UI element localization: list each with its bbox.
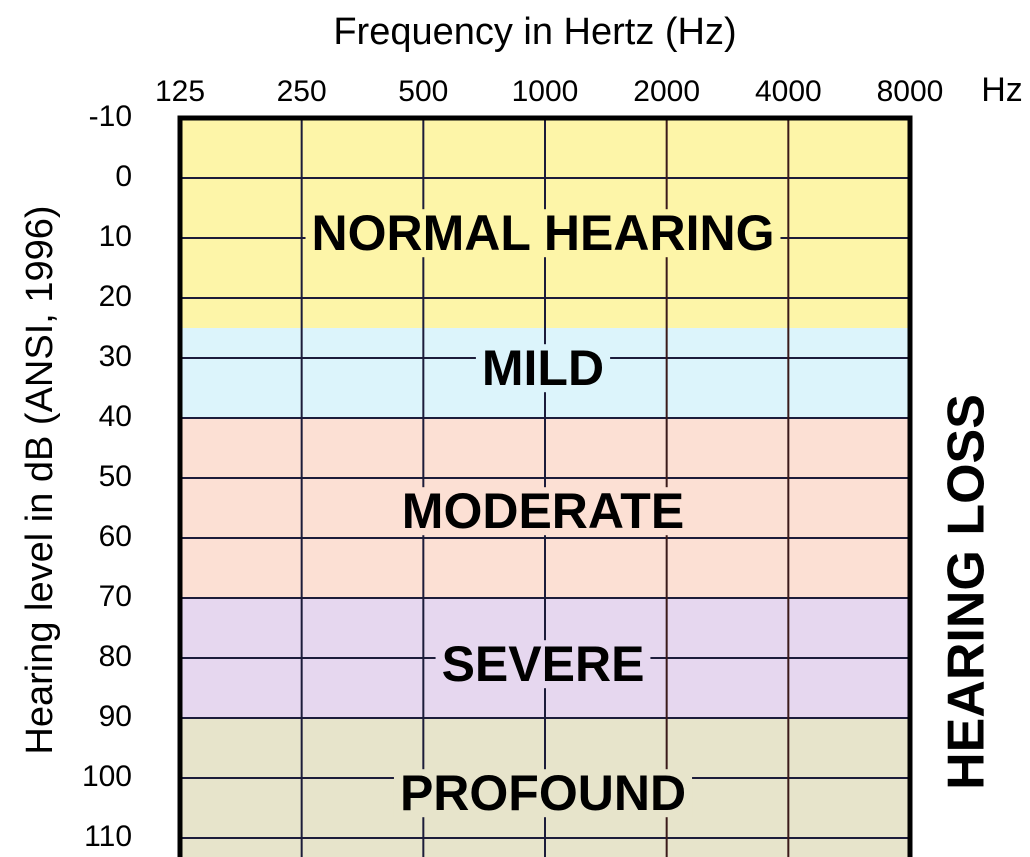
y-tick-label: -10 — [89, 100, 132, 133]
band-label: PROFOUND — [400, 765, 686, 821]
band-label: MODERATE — [402, 483, 684, 539]
band-label-background — [435, 640, 651, 689]
y-tick-label: 30 — [99, 340, 132, 373]
band-label-background — [305, 209, 781, 258]
y-tick-label: 70 — [99, 580, 132, 613]
y-tick-label: 60 — [99, 520, 132, 553]
band-label-background — [393, 769, 693, 818]
y-tick-label: 50 — [99, 460, 132, 493]
band-label: MILD — [482, 340, 604, 396]
y-tick-label: 100 — [82, 760, 132, 793]
y-tick-label: 40 — [99, 400, 132, 433]
chart-title: Frequency in Hertz (Hz) — [333, 11, 736, 53]
y-tick-label: 0 — [115, 160, 132, 193]
plot-border — [177, 115, 913, 857]
band-labels: NORMAL HEARING MILD MODERATE SEVERE PROFOUND — [305, 205, 781, 821]
band-label-background — [395, 487, 691, 536]
band-label-background — [475, 344, 611, 393]
x-unit: Hz — [981, 71, 1023, 109]
x-tick-label: 125 — [155, 75, 205, 108]
x-tick-label: 4000 — [755, 75, 822, 108]
side-label: HEARING LOSS — [938, 394, 996, 790]
x-tick-label: 2000 — [633, 75, 700, 108]
band-label: SEVERE — [442, 636, 645, 692]
band-label: NORMAL HEARING — [312, 205, 775, 261]
y-tick-label: 90 — [99, 700, 132, 733]
y-tick-label: 80 — [99, 640, 132, 673]
y-tick-label: 10 — [99, 220, 132, 253]
y-tick-label: 20 — [99, 280, 132, 313]
x-tick-label: 500 — [398, 75, 448, 108]
x-tick-label: 250 — [277, 75, 327, 108]
y-tick-label: 110 — [84, 820, 132, 853]
x-tick-label: 8000 — [877, 75, 944, 108]
x-tick-label: 1000 — [512, 75, 579, 108]
y-axis-label: Hearing level in dB (ANSI, 1996) — [19, 205, 61, 754]
